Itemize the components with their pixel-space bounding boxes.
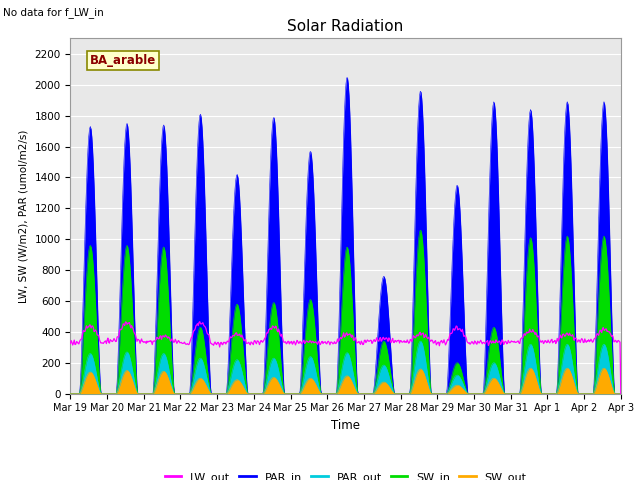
- Title: Solar Radiation: Solar Radiation: [287, 20, 404, 35]
- Text: BA_arable: BA_arable: [90, 54, 156, 67]
- Y-axis label: LW, SW (W/m2), PAR (umol/m2/s): LW, SW (W/m2), PAR (umol/m2/s): [19, 129, 29, 303]
- Legend: LW_out, PAR_in, PAR_out, SW_in, SW_out: LW_out, PAR_in, PAR_out, SW_in, SW_out: [160, 468, 531, 480]
- X-axis label: Time: Time: [331, 419, 360, 432]
- Text: No data for f_LW_in: No data for f_LW_in: [3, 7, 104, 18]
